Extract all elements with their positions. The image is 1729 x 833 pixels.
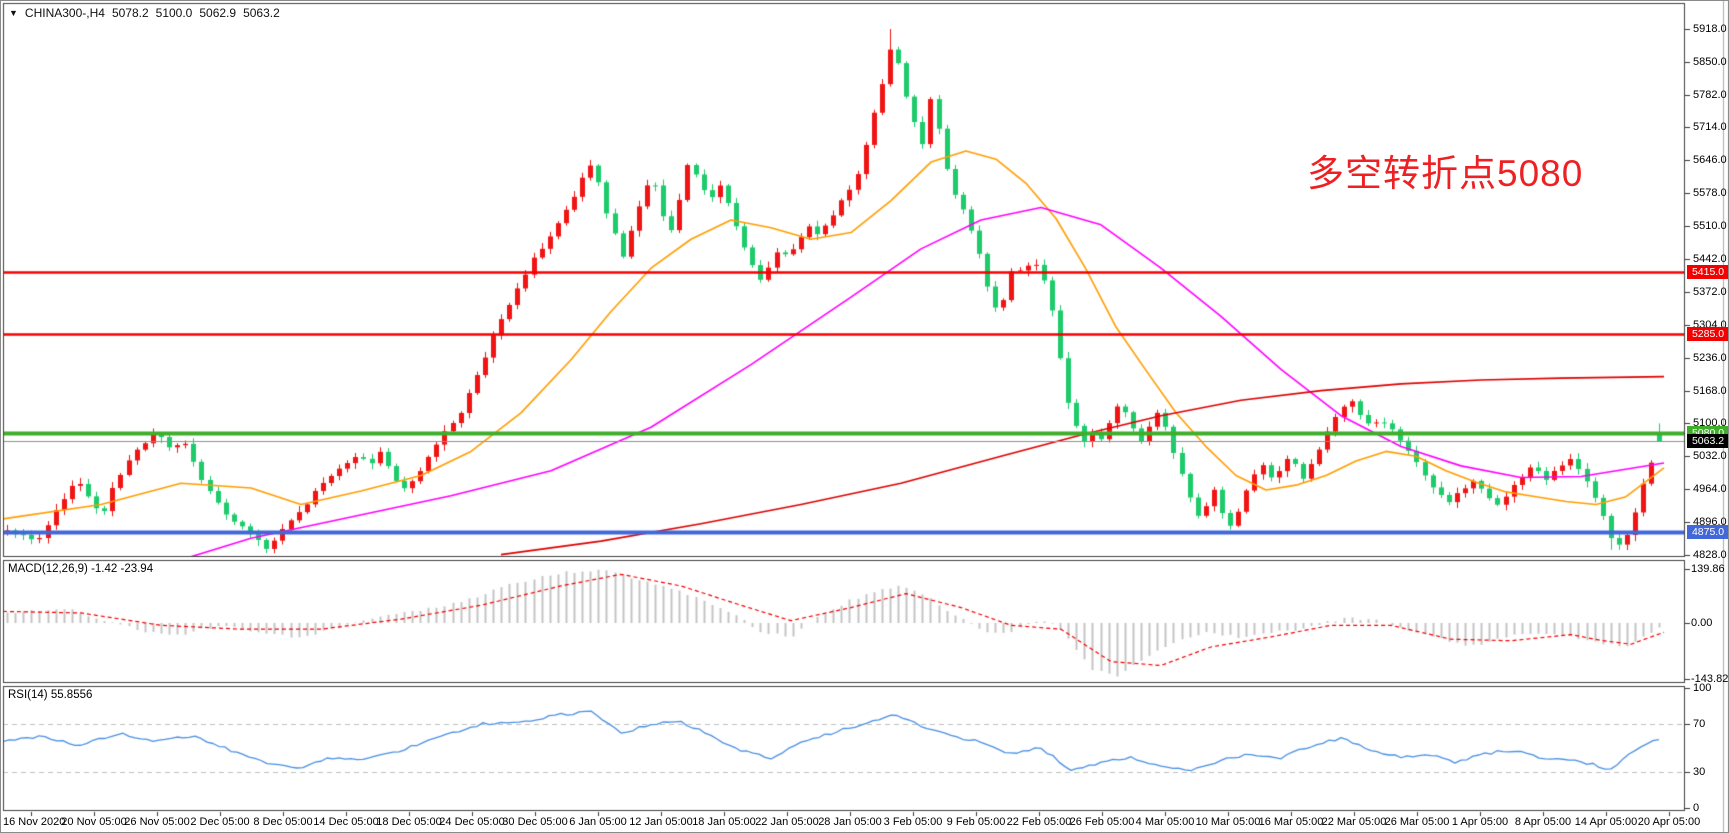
date-tick-label: 8 Dec 05:00 [253,816,313,828]
price-tick-label: 5032.0 [1693,450,1727,463]
high-value: 5100.0 [155,6,193,20]
price-level-tag: 5063.2 [1687,434,1728,449]
price-tick-label: 4896.0 [1693,515,1727,528]
date-tick-label: 6 Jan 05:00 [569,816,627,828]
price-tick-label: 5646.0 [1693,154,1727,167]
date-tick-label: 18 Dec 05:00 [376,816,442,828]
pivot-annotation-text: 多空转折点5080 [1307,153,1584,194]
price-tick-label: 5168.0 [1693,384,1727,397]
price-tick-label: 5372.0 [1693,286,1727,299]
rsi-tick-label: 30 [1693,766,1706,778]
date-tick-label: 18 Jan 05:00 [692,816,756,828]
macd-tick-label: -143.82 [1691,672,1729,685]
price-level-tag: 5285.0 [1687,327,1728,342]
date-tick-label: 26 Nov 05:00 [124,816,190,828]
price-level-tag: 4875.0 [1687,524,1728,539]
date-tick-label: 10 Mar 05:00 [1195,816,1261,828]
open-value: 5078.2 [111,6,149,20]
macd-tick-label: 0.00 [1691,617,1713,629]
date-tick-label: 22 Jan 05:00 [755,816,819,828]
date-tick-label: 8 Apr 05:00 [1514,816,1572,828]
rsi-tick-label: 100 [1693,682,1712,694]
date-tick-label: 30 Dec 05:00 [502,816,568,828]
rsi-tick-label: 0 [1693,802,1700,814]
date-tick-label: 26 Feb 05:00 [1069,816,1135,828]
price-tick-label: 5510.0 [1693,219,1727,232]
price-tick-label: 4828.0 [1693,548,1727,561]
date-tick-label: 12 Jan 05:00 [629,816,693,828]
date-tick-label: 20 Nov 05:00 [61,816,127,828]
rsi-indicator-label: RSI(14) 55.8556 [8,689,93,701]
date-tick-label: 16 Nov 2020 [3,816,66,828]
date-tick-label: 22 Mar 05:00 [1321,816,1387,828]
date-tick-label: 26 Mar 05:00 [1384,816,1450,828]
price-tick-label: 5578.0 [1693,186,1727,199]
date-tick-label: 2 Dec 05:00 [190,816,250,828]
low-value: 5062.9 [199,6,237,20]
date-tick-label: 3 Feb 05:00 [883,816,943,828]
price-tick-label: 5442.0 [1693,252,1727,265]
price-tick-label: 4964.0 [1693,483,1727,496]
date-tick-label: 14 Dec 05:00 [313,816,379,828]
chart-header: ▼ CHINA300-,H4 5078.2 5100.0 5062.9 5063.2 [9,6,287,20]
date-tick-label: 4 Mar 05:00 [1135,816,1195,828]
close-value: 5063.2 [243,6,280,20]
price-tick-label: 5850.0 [1693,55,1727,68]
price-level-tag: 5415.0 [1687,264,1728,279]
date-tick-label: 14 Apr 05:00 [1574,816,1638,828]
price-tick-label: 5714.0 [1693,121,1727,134]
date-tick-label: 22 Feb 05:00 [1006,816,1072,828]
symbol-dropdown-icon[interactable]: ▼ [9,8,18,18]
price-tick-label: 5918.0 [1693,23,1727,36]
symbol-timeframe-label: CHINA300-,H4 [24,6,105,20]
macd-indicator-label: MACD(12,26,9) -1.42 -23.94 [8,563,154,575]
date-tick-label: 9 Feb 05:00 [946,816,1006,828]
date-tick-label: 24 Dec 05:00 [439,816,505,828]
date-tick-label: 1 Apr 05:00 [1451,816,1509,828]
price-tick-label: 5782.0 [1693,88,1727,101]
macd-tick-label: 139.86 [1691,563,1725,575]
price-tick-label: 5236.0 [1693,351,1727,364]
date-tick-label: 20 Apr 05:00 [1637,816,1701,828]
rsi-tick-label: 70 [1693,718,1706,730]
date-tick-label: 28 Jan 05:00 [818,816,882,828]
date-tick-label: 16 Mar 05:00 [1258,816,1324,828]
